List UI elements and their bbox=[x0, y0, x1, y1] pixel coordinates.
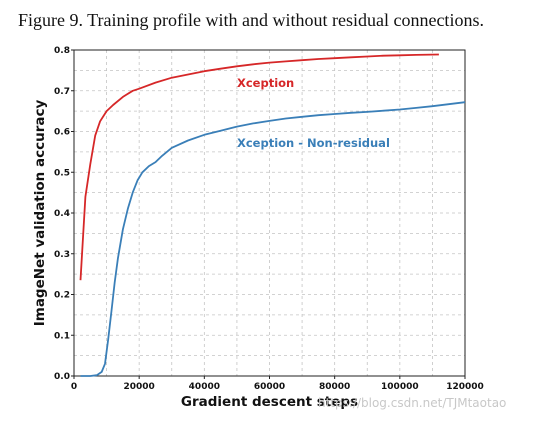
y-tick-label: 0.0 bbox=[54, 372, 70, 382]
x-tick-label: 20000 bbox=[124, 382, 155, 392]
x-tick-label: 0 bbox=[71, 382, 77, 392]
y-tick-label: 0.8 bbox=[54, 46, 70, 56]
y-tick-label: 0.7 bbox=[54, 87, 70, 97]
y-tick-label: 0.6 bbox=[54, 128, 70, 138]
y-tick-label: 0.3 bbox=[54, 250, 70, 260]
series-label-xception: Xception bbox=[237, 76, 294, 90]
watermark: https://blog.csdn.net/TJMtaotao bbox=[318, 396, 507, 410]
series-label-non-residual: Xception - Non-residual bbox=[237, 136, 390, 150]
x-tick-label: 100000 bbox=[381, 382, 419, 392]
x-tick-label: 60000 bbox=[254, 382, 285, 392]
x-tick-label: 80000 bbox=[319, 382, 350, 392]
y-axis-label: ImageNet validation accuracy bbox=[32, 100, 48, 327]
x-axis-label: Gradient descent steps bbox=[181, 394, 358, 410]
grid-lines bbox=[74, 50, 465, 376]
series-lines bbox=[79, 53, 466, 377]
y-tick-label: 0.2 bbox=[54, 291, 70, 301]
x-tick-label: 120000 bbox=[446, 382, 484, 392]
series-line-non-residual bbox=[80, 101, 466, 377]
series-line-xception bbox=[79, 53, 439, 281]
y-tick-label: 0.5 bbox=[54, 168, 70, 178]
figure-caption: Figure 9. Training profile with and with… bbox=[18, 10, 484, 30]
y-tick-label: 0.4 bbox=[54, 209, 70, 219]
axis-ticks: 0 20000 40000 60000 80000 100000 120000 0.0 0.1 0… bbox=[54, 46, 484, 392]
y-tick-label: 0.1 bbox=[54, 331, 70, 341]
x-tick-label: 40000 bbox=[189, 382, 220, 392]
